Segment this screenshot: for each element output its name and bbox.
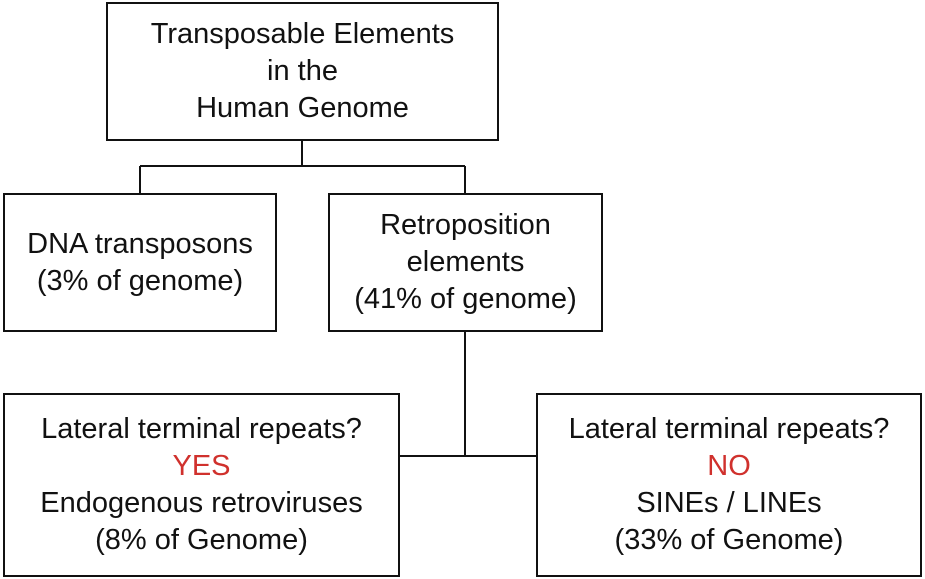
node-retroposition-elements: Retroposition elements (41% of genome) bbox=[328, 193, 603, 332]
dna-transposons-label: DNA transposons bbox=[27, 227, 253, 260]
root-line-1: Transposable Elements bbox=[150, 18, 455, 50]
dna-transposons-share: (3% of genome) bbox=[36, 264, 244, 297]
node-ltr-yes-endogenous-retroviruses: Lateral terminal repeats? YES Endogenous… bbox=[3, 393, 400, 577]
root-line-3: Human Genome bbox=[196, 92, 409, 124]
ltr-no-answer: NO bbox=[707, 450, 751, 482]
ltr-yes-share: (8% of Genome) bbox=[95, 524, 308, 556]
retroposition-label-line-2: elements bbox=[406, 246, 525, 278]
retroposition-share: (41% of genome) bbox=[354, 283, 577, 315]
node-dna-transposons: DNA transposons (3% of genome) bbox=[3, 193, 277, 332]
ltr-no-question: Lateral terminal repeats? bbox=[568, 413, 890, 445]
node-ltr-no-sines-lines: Lateral terminal repeats? NO SINEs / LIN… bbox=[536, 393, 922, 577]
root-line-2: in the bbox=[267, 55, 338, 87]
root-node-transposable-elements: Transposable Elements in the Human Genom… bbox=[106, 2, 499, 141]
ltr-no-share: (33% of Genome) bbox=[614, 524, 844, 556]
ltr-yes-name: Endogenous retroviruses bbox=[40, 487, 363, 519]
retroposition-label-line-1: Retroposition bbox=[380, 209, 551, 241]
ltr-yes-answer: YES bbox=[172, 450, 231, 482]
ltr-yes-question: Lateral terminal repeats? bbox=[41, 413, 362, 445]
ltr-no-name: SINEs / LINEs bbox=[636, 487, 822, 519]
